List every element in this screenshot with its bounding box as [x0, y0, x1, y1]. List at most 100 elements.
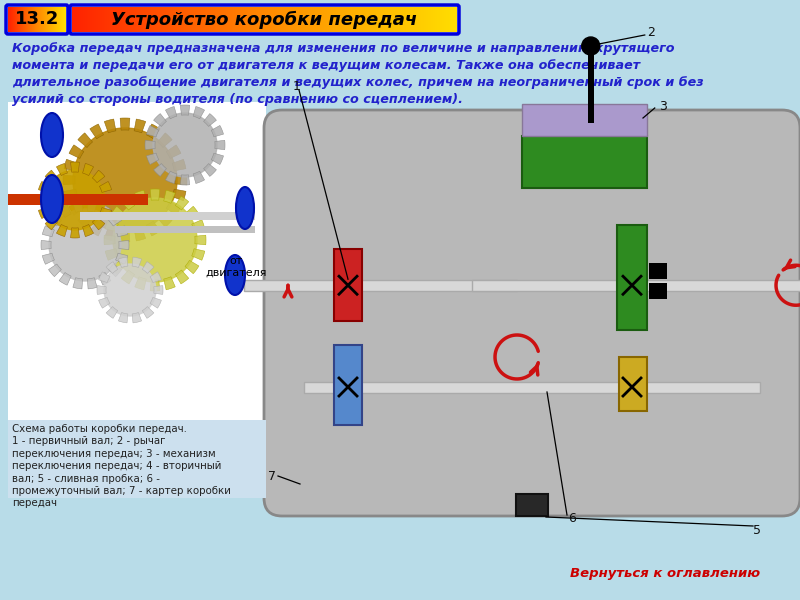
Bar [103, 7, 104, 32]
Wedge shape [150, 272, 162, 283]
Bar [407, 7, 408, 32]
Wedge shape [211, 125, 223, 137]
Bar [379, 7, 380, 32]
Bar [184, 7, 185, 32]
Bar [99, 7, 100, 32]
Bar [45, 7, 46, 32]
Bar [411, 7, 412, 32]
Bar [144, 7, 145, 32]
Bar [255, 7, 256, 32]
Bar [90, 7, 91, 32]
Bar [237, 7, 238, 32]
Bar [238, 7, 239, 32]
Bar [427, 7, 428, 32]
Bar [225, 7, 226, 32]
Bar [396, 7, 397, 32]
Bar [250, 7, 251, 32]
Bar [378, 7, 379, 32]
Bar [453, 7, 454, 32]
Bar [260, 7, 261, 32]
Bar [217, 7, 218, 32]
Bar [180, 7, 181, 32]
Bar [102, 7, 103, 32]
Bar [383, 7, 384, 32]
Bar [163, 7, 164, 32]
Bar [423, 7, 424, 32]
Bar [350, 7, 351, 32]
Bar [137, 7, 138, 32]
Bar [472, 280, 800, 291]
Wedge shape [64, 160, 78, 171]
Bar [227, 7, 228, 32]
Bar [284, 7, 285, 32]
Bar [15, 7, 16, 32]
Bar [344, 7, 345, 32]
Bar [375, 7, 376, 32]
Bar [243, 7, 244, 32]
Bar [80, 212, 255, 220]
Bar [399, 7, 400, 32]
Bar [301, 7, 302, 32]
Bar [264, 7, 265, 32]
Wedge shape [154, 286, 163, 295]
Wedge shape [146, 125, 159, 137]
Bar [47, 7, 48, 32]
Bar [455, 7, 456, 32]
Bar [409, 7, 410, 32]
Wedge shape [64, 189, 78, 200]
Bar [619, 357, 647, 411]
Bar [168, 7, 169, 32]
Bar [213, 7, 214, 32]
Bar [208, 7, 209, 32]
Bar [120, 7, 121, 32]
Bar [281, 7, 282, 32]
Wedge shape [120, 230, 130, 242]
Wedge shape [99, 205, 111, 217]
Bar [139, 7, 140, 32]
Text: 1: 1 [293, 79, 301, 92]
Bar [241, 7, 242, 32]
Bar [262, 7, 263, 32]
Bar [522, 136, 647, 188]
Bar [305, 7, 306, 32]
Bar [64, 7, 65, 32]
Bar [122, 7, 123, 32]
Bar [280, 7, 281, 32]
Wedge shape [90, 124, 103, 139]
Bar [201, 7, 202, 32]
Bar [289, 7, 290, 32]
Wedge shape [99, 181, 111, 193]
Wedge shape [78, 212, 93, 227]
Bar [439, 7, 440, 32]
Bar [111, 7, 112, 32]
Wedge shape [37, 196, 47, 205]
Bar [368, 7, 369, 32]
Bar [37, 7, 38, 32]
Bar [385, 7, 386, 32]
Bar [224, 7, 225, 32]
Wedge shape [134, 227, 146, 241]
Bar [445, 7, 446, 32]
Bar [183, 7, 184, 32]
Bar [360, 7, 361, 32]
Bar [106, 7, 107, 32]
Bar [347, 7, 348, 32]
Bar [196, 7, 197, 32]
Bar [10, 7, 11, 32]
Bar [110, 7, 111, 32]
Wedge shape [78, 133, 93, 148]
Bar [346, 7, 347, 32]
Bar [48, 7, 49, 32]
Bar [177, 7, 178, 32]
Bar [97, 7, 98, 32]
Bar [194, 7, 195, 32]
Text: 3: 3 [659, 100, 666, 113]
Bar [294, 7, 295, 32]
Ellipse shape [41, 175, 63, 223]
Bar [98, 7, 99, 32]
Bar [239, 7, 240, 32]
Bar [340, 7, 341, 32]
Text: Вернуться к оглавлению: Вернуться к оглавлению [570, 567, 760, 580]
Bar [283, 7, 284, 32]
Bar [49, 7, 50, 32]
